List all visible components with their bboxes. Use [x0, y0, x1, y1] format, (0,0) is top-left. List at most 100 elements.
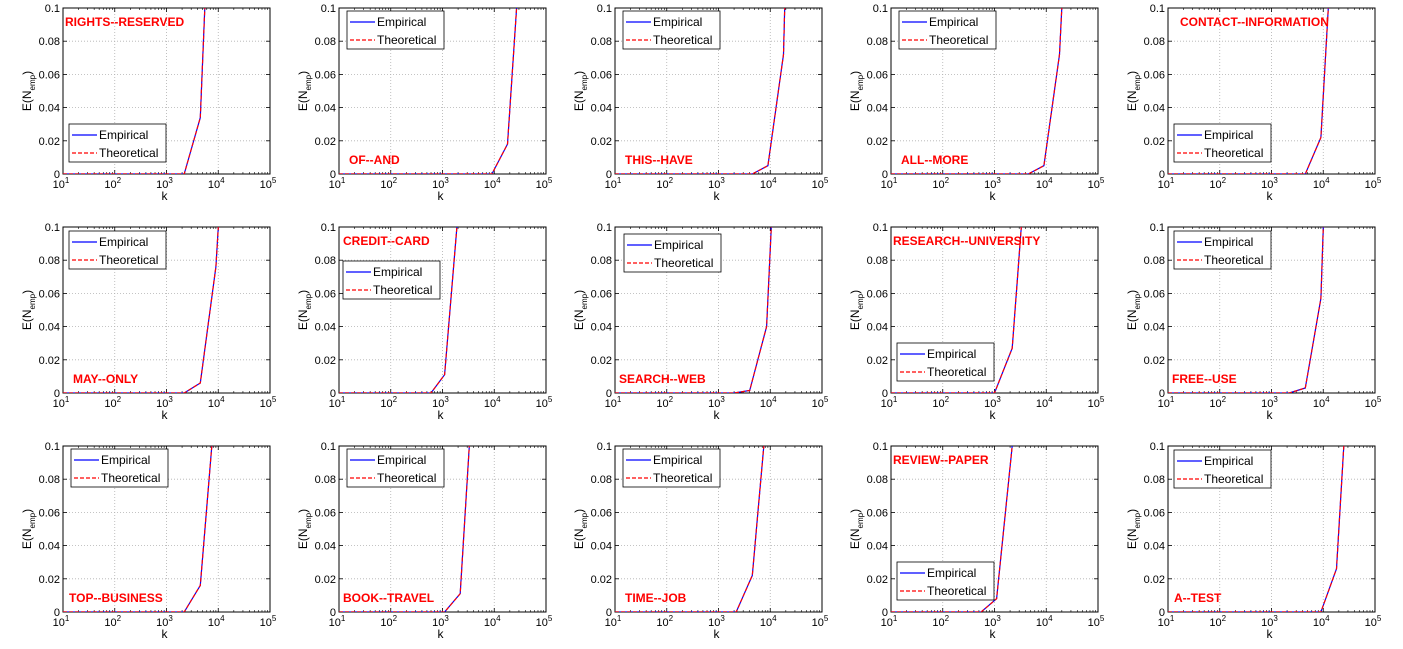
x-tick-label: 104: [1313, 614, 1330, 629]
legend-label: Theoretical: [927, 365, 986, 379]
x-tick-label: 102: [104, 395, 121, 410]
x-tick-label: 102: [1209, 614, 1226, 629]
series-line-theoretical: [1168, 445, 1345, 612]
series-line-theoretical: [891, 7, 1063, 174]
x-tick-label: 104: [760, 395, 777, 410]
x-tick-label: 105: [260, 176, 277, 191]
legend-label: Empirical: [927, 347, 976, 361]
legend-box: [70, 448, 169, 488]
y-tick-label: 0.06: [591, 69, 612, 81]
y-tick-label: 0: [606, 169, 612, 181]
legend-label: Empirical: [377, 15, 426, 29]
y-axis-label: E(Nemp): [848, 509, 865, 549]
x-tick-label: 101: [1158, 395, 1175, 410]
x-axis-label: k: [162, 408, 169, 422]
y-tick-label: 0.02: [1144, 136, 1165, 148]
y-tick-label: 0.1: [873, 441, 888, 453]
subplot-5: 101 102 103 104 105 0 0.02 0.04 0.06 0.08 0.1 k E(Ne…: [1125, 3, 1382, 203]
x-tick-label: 101: [605, 176, 622, 191]
y-tick-label: 0.06: [1144, 69, 1165, 81]
y-tick-label: 0.08: [591, 36, 612, 48]
legend-label: Empirical: [654, 238, 703, 252]
x-tick-label: 101: [329, 614, 346, 629]
legend-label: Theoretical: [377, 33, 436, 47]
y-tick-label: 0.02: [1144, 355, 1165, 367]
y-tick-label: 0.02: [591, 574, 612, 586]
x-tick-label: 104: [484, 395, 501, 410]
legend-label: Theoretical: [1204, 146, 1263, 160]
legend-label: Empirical: [653, 453, 702, 467]
y-tick-label: 0.06: [1144, 288, 1165, 300]
x-tick-label: 105: [1088, 614, 1105, 629]
legend-label: Empirical: [929, 15, 978, 29]
y-tick-label: 0.06: [39, 507, 60, 519]
legend-label: Theoretical: [654, 256, 713, 270]
y-tick-label: 0.02: [867, 355, 888, 367]
x-tick-label: 104: [1313, 395, 1330, 410]
x-tick-label: 102: [932, 176, 949, 191]
x-tick-label: 103: [432, 176, 449, 191]
y-tick-label: 0: [54, 607, 60, 619]
legend: Empirical Theoretical: [68, 123, 167, 163]
legend: Empirical Theoretical: [623, 233, 722, 273]
x-tick-label: 101: [881, 176, 898, 191]
legend-box: [896, 342, 995, 382]
x-tick-label: 103: [984, 614, 1001, 629]
x-tick-label: 104: [484, 614, 501, 629]
y-tick-label: 0.04: [315, 322, 336, 334]
series-line-empirical: [891, 445, 1013, 612]
legend-box: [622, 448, 721, 488]
y-tick-label: 0.06: [315, 288, 336, 300]
x-tick-label: 102: [656, 176, 673, 191]
subplot-14: 101 102 103 104 105 0 0.02 0.04 0.06 0.08 0.1 k E(Ne…: [848, 441, 1105, 641]
axes-box: [338, 226, 547, 394]
y-tick-label: 0.04: [591, 541, 612, 553]
legend-label: Empirical: [373, 265, 422, 279]
y-tick-label: 0.08: [1144, 255, 1165, 267]
y-tick-label: 0.02: [315, 355, 336, 367]
y-axis-label: E(Nemp): [572, 509, 589, 549]
y-tick-label: 0.1: [597, 441, 612, 453]
legend-box: [623, 233, 722, 273]
subplot-2: 101 102 103 104 105 0 0.02 0.04 0.06 0.08 0.1 k E(Ne…: [296, 3, 553, 203]
x-tick-label: 102: [932, 614, 949, 629]
y-axis-label: E(Nemp): [296, 71, 313, 111]
pair-annotation: A--TEST: [1174, 591, 1222, 605]
y-tick-label: 0.1: [597, 222, 612, 234]
pair-annotation: FREE--USE: [1172, 372, 1237, 386]
y-tick-label: 0.1: [45, 222, 60, 234]
subplot-7: 101 102 103 104 105 0 0.02 0.04 0.06 0.08 0.1 k E(Ne…: [296, 222, 553, 422]
x-tick-label: 104: [760, 176, 777, 191]
y-tick-label: 0.08: [315, 36, 336, 48]
y-tick-label: 0.08: [867, 255, 888, 267]
y-tick-label: 0.02: [315, 136, 336, 148]
y-tick-label: 0.04: [315, 103, 336, 115]
y-tick-label: 0.02: [315, 574, 336, 586]
y-tick-label: 0.02: [591, 355, 612, 367]
legend: Empirical Theoretical: [1173, 123, 1272, 163]
legend-label: Empirical: [99, 235, 148, 249]
y-tick-label: 0.04: [867, 541, 888, 553]
x-tick-label: 102: [1209, 395, 1226, 410]
y-axis-label: E(Nemp): [20, 290, 37, 330]
x-axis-label: k: [990, 189, 997, 203]
x-tick-label: 101: [53, 176, 70, 191]
x-tick-label: 104: [484, 176, 501, 191]
x-axis-label: k: [714, 408, 721, 422]
x-tick-label: 103: [432, 614, 449, 629]
y-tick-label: 0: [1159, 607, 1165, 619]
y-tick-label: 0: [606, 607, 612, 619]
legend-box: [1173, 123, 1272, 163]
x-tick-label: 101: [53, 614, 70, 629]
legend-label: Theoretical: [99, 146, 158, 160]
subplot-13: 101 102 103 104 105 0 0.02 0.04 0.06 0.08 0.1 k E(Ne…: [572, 441, 829, 641]
x-tick-label: 105: [1365, 614, 1382, 629]
x-tick-label: 103: [1261, 395, 1278, 410]
legend-box: [898, 10, 997, 50]
series-line-theoretical: [615, 445, 765, 612]
pair-annotation: CONTACT--INFORMATION: [1180, 15, 1329, 29]
subplot-6: 101 102 103 104 105 0 0.02 0.04 0.06 0.08 0.1 k E(Ne…: [20, 222, 277, 422]
legend: Empirical Theoretical: [342, 260, 441, 300]
legend: Empirical Theoretical: [346, 448, 445, 488]
